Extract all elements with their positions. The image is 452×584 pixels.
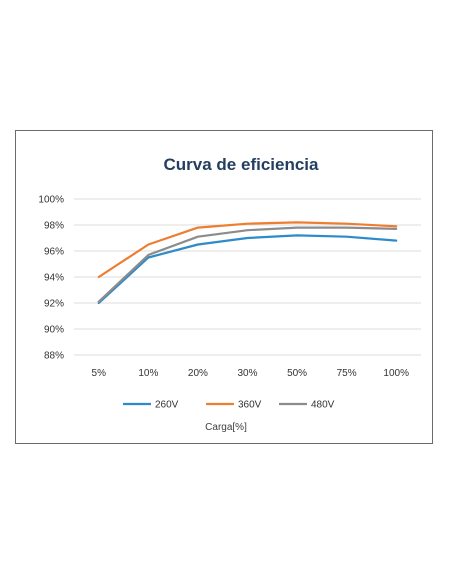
x-axis-title: Carga[%] xyxy=(205,422,247,433)
chart-svg: Curva de eficiencia 88% 90% 92% 94% 96% 98% 10… xyxy=(38,155,421,433)
y-tick-label: 94% xyxy=(44,273,64,284)
y-tick-label: 96% xyxy=(44,247,64,258)
legend-label: 260V xyxy=(155,400,179,411)
series-line-360V xyxy=(97,221,398,279)
legend-label: 360V xyxy=(238,400,262,411)
x-tick-label: 5% xyxy=(92,368,107,379)
x-axis-ticks: 5% 10% 20% 30% 50% 75% 100% xyxy=(92,368,410,379)
legend-label: 480V xyxy=(311,400,335,411)
x-tick-label: 10% xyxy=(138,368,158,379)
x-tick-label: 100% xyxy=(383,368,409,379)
x-tick-label: 75% xyxy=(337,368,357,379)
x-tick-label: 30% xyxy=(237,368,257,379)
series-lines xyxy=(97,221,398,305)
series-line-480V xyxy=(97,226,398,303)
y-tick-label: 100% xyxy=(38,195,64,206)
chart-title: Curva de eficiencia xyxy=(164,155,320,174)
x-tick-label: 20% xyxy=(188,368,208,379)
chart-frame: Curva de eficiencia 88% 90% 92% 94% 96% 98% 10… xyxy=(15,130,433,444)
y-tick-label: 88% xyxy=(44,351,64,362)
y-tick-label: 98% xyxy=(44,221,64,232)
y-axis-ticks: 88% 90% 92% 94% 96% 98% 100% xyxy=(38,195,64,362)
legend: 260V 360V 480V xyxy=(123,400,335,411)
y-tick-label: 90% xyxy=(44,325,64,336)
x-tick-label: 50% xyxy=(287,368,307,379)
y-tick-label: 92% xyxy=(44,299,64,310)
gridlines xyxy=(74,198,421,356)
series-line-260V xyxy=(97,234,398,305)
